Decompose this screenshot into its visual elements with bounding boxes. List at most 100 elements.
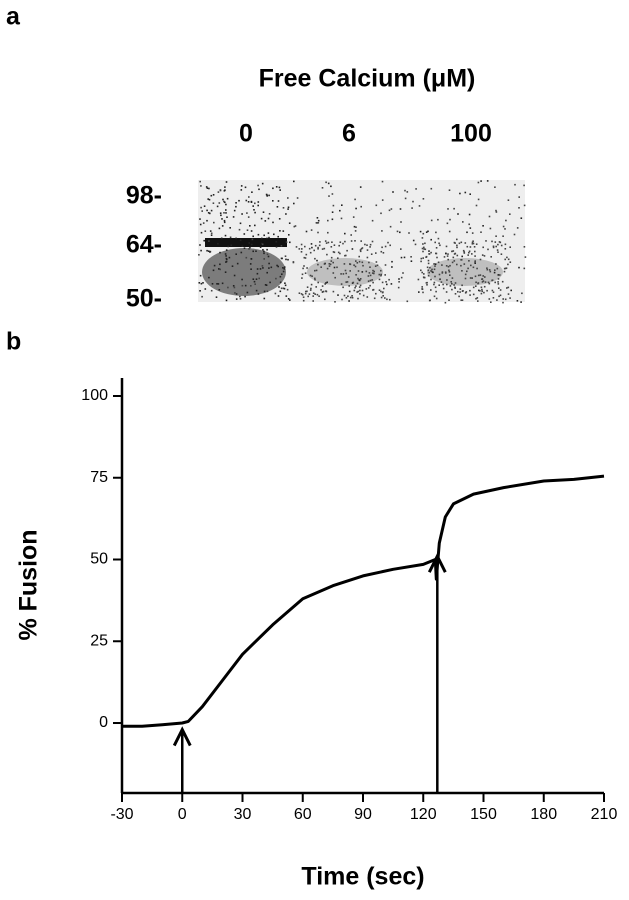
gel-speck — [251, 191, 253, 193]
gel-speck — [477, 300, 479, 302]
gel-speck — [378, 278, 381, 281]
gel-speck — [346, 249, 348, 252]
gel-speck — [301, 273, 304, 276]
gel-speck — [453, 207, 455, 210]
gel-speck — [399, 231, 401, 234]
gel-speck — [463, 251, 465, 253]
gel-speck — [472, 242, 475, 245]
gel-speck — [422, 232, 425, 235]
gel-speck — [476, 297, 479, 299]
gel-speck — [245, 256, 248, 259]
gel-speck — [471, 232, 474, 234]
gel-speck — [225, 261, 227, 263]
gel-speck — [240, 185, 243, 187]
gel-speck — [474, 275, 477, 278]
gel-speck — [434, 265, 436, 267]
gel-speck — [359, 249, 362, 251]
gel-speck — [285, 241, 288, 243]
gel-speck — [224, 253, 227, 255]
gel-speck — [423, 246, 425, 249]
gel-speck — [266, 290, 269, 293]
gel-speck — [250, 230, 253, 232]
gel-speck — [355, 207, 357, 210]
gel-speck — [240, 251, 243, 254]
gel-speck — [337, 251, 340, 254]
gel-speck — [347, 295, 349, 297]
gel-speck — [336, 266, 338, 269]
gel-speck — [227, 245, 229, 248]
gel-speck — [306, 286, 309, 288]
gel-speck — [225, 255, 227, 257]
gel-speck — [341, 298, 343, 301]
gel-speck — [219, 263, 221, 266]
gel-speck — [494, 186, 496, 188]
gel-speck — [241, 284, 244, 287]
gel-speck — [207, 250, 210, 252]
gel-speck — [430, 278, 432, 281]
gel-speck — [468, 223, 470, 226]
gel-speck — [487, 281, 490, 284]
gel-speck — [239, 239, 242, 242]
gel-speck — [426, 266, 429, 269]
gel-speck — [477, 274, 480, 277]
gel-speck — [361, 247, 364, 249]
gel-speck — [474, 250, 476, 253]
gel-speck — [523, 204, 526, 207]
gel-speck — [223, 212, 225, 214]
gel-speck — [209, 212, 211, 215]
gel-speck — [244, 295, 246, 298]
gel-speck — [481, 288, 483, 291]
gel-speck — [282, 267, 284, 269]
gel-speck — [369, 243, 372, 246]
gel-speck — [436, 256, 438, 259]
gel-speck — [367, 287, 370, 289]
gel-speck — [414, 243, 417, 246]
gel-speck — [478, 289, 480, 292]
gel-speck — [431, 270, 433, 273]
gel-speck — [294, 225, 297, 227]
gel-speck — [427, 230, 429, 233]
gel-speck — [381, 291, 384, 294]
gel-speck — [488, 282, 491, 285]
gel-speck — [428, 253, 430, 255]
gel-speck — [371, 219, 374, 222]
gel-speck — [502, 301, 504, 304]
gel-speck — [210, 234, 213, 236]
gel-speck — [353, 225, 356, 228]
gel-speck — [410, 256, 412, 258]
gel-speck — [447, 258, 449, 261]
gel-speck — [251, 238, 254, 241]
gel-speck — [504, 228, 506, 230]
gel-speck — [327, 219, 329, 222]
gel-speck — [266, 195, 268, 197]
gel-speck — [434, 263, 437, 265]
gel-speck — [217, 191, 220, 193]
gel-speck — [398, 278, 400, 280]
gel-speck — [232, 285, 235, 287]
gel-speck — [475, 285, 477, 287]
gel-speck — [327, 241, 330, 244]
gel-speck — [355, 274, 357, 276]
gel-speck — [384, 274, 386, 276]
gel-speck — [427, 269, 430, 272]
gel-speck — [331, 211, 334, 213]
gel-speck — [250, 243, 253, 246]
gel-speck — [361, 289, 364, 292]
gel-speck — [212, 202, 215, 204]
gel-speck — [458, 295, 460, 298]
gel-speck — [281, 273, 283, 275]
gel-speck — [358, 255, 360, 258]
gel-speck — [199, 274, 202, 277]
gel-speck — [371, 272, 374, 274]
gel-speck — [492, 246, 495, 249]
gel-speck — [389, 225, 392, 228]
gel-speck — [268, 213, 271, 215]
gel-speck — [202, 282, 204, 284]
gel-speck — [344, 269, 347, 272]
gel-speck — [225, 249, 228, 251]
gel-speck — [212, 269, 215, 272]
gel-speck — [261, 182, 264, 185]
y-tick-label: 25 — [90, 632, 108, 649]
gel-speck — [503, 270, 506, 273]
gel-speck — [253, 280, 256, 283]
